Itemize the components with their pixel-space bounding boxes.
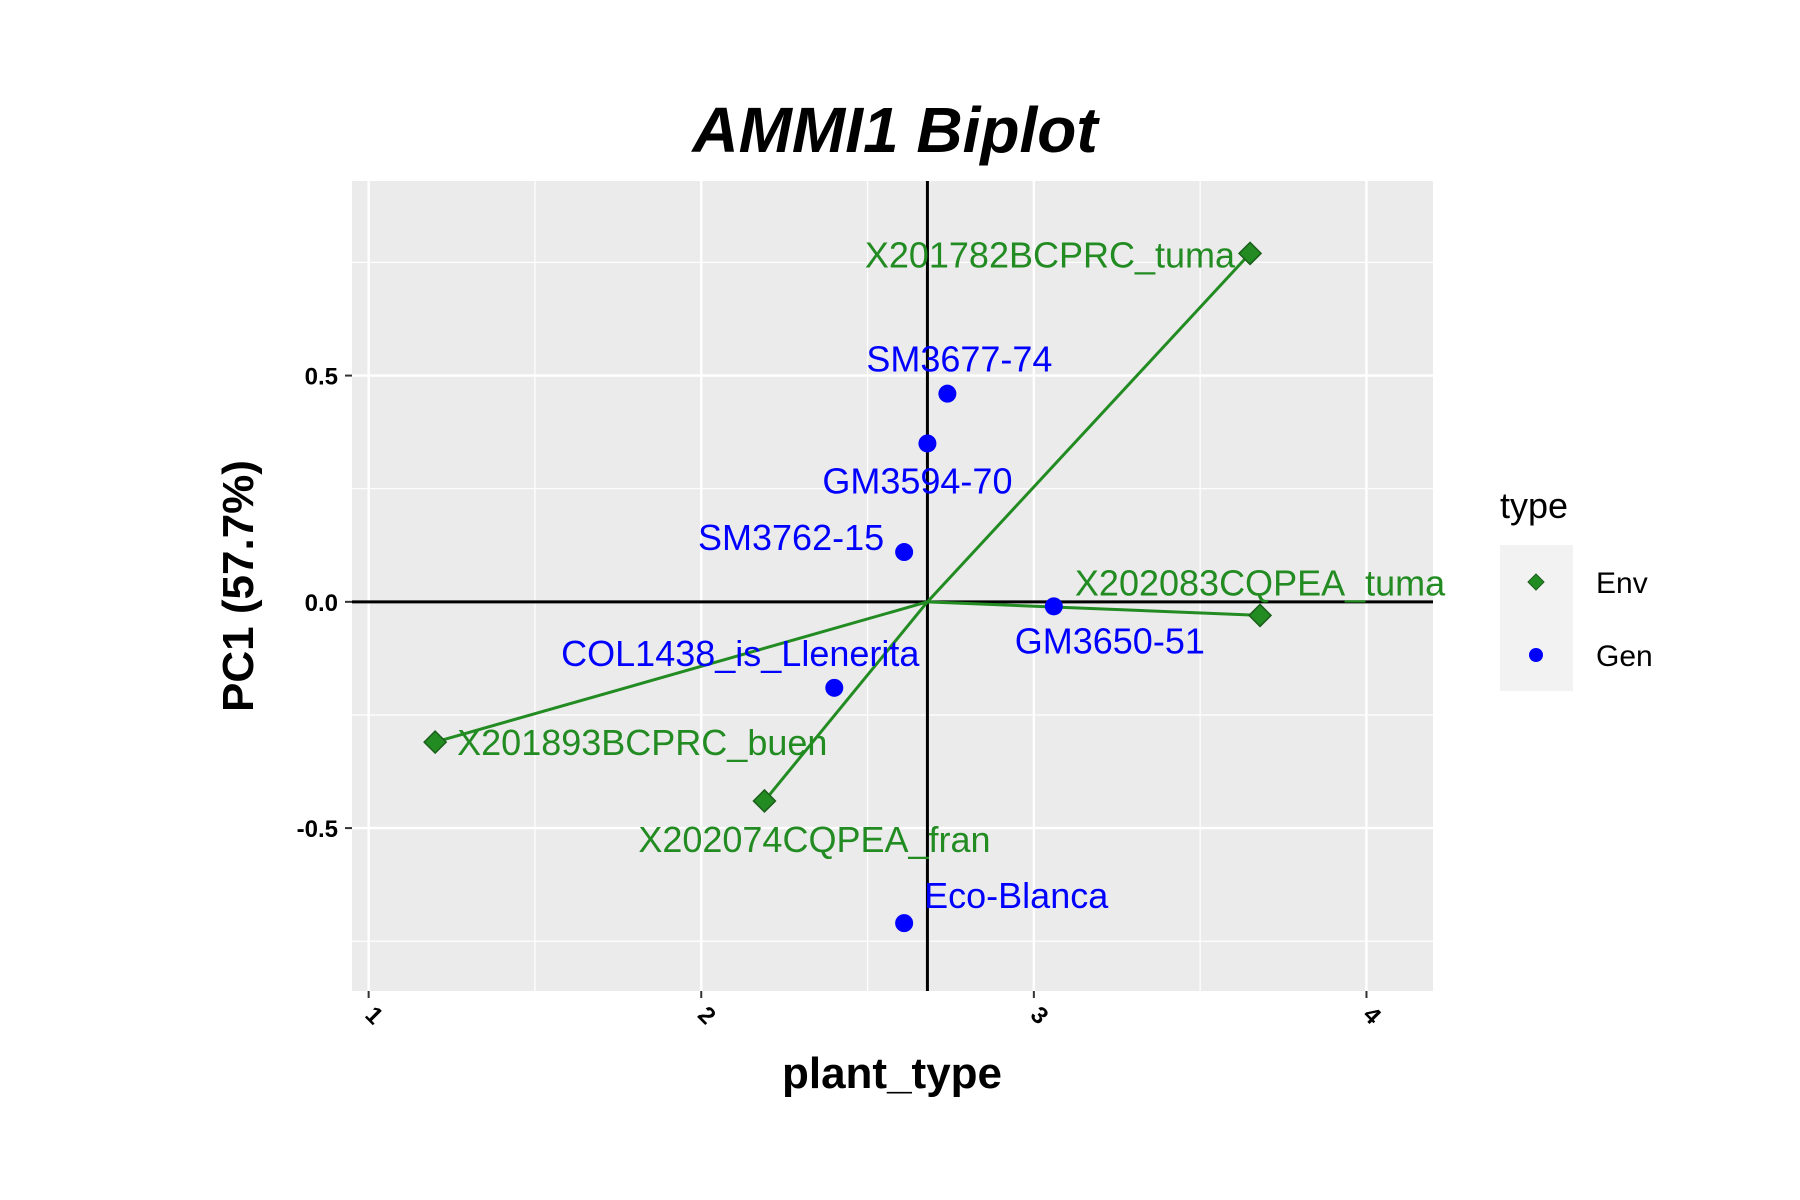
x-tick-label: 3 bbox=[1025, 1001, 1054, 1030]
x-tick-label: 2 bbox=[692, 1001, 721, 1030]
point-label: Eco-Blanca bbox=[924, 875, 1109, 916]
point-label: X201893BCPRC_buen bbox=[457, 722, 827, 763]
point-labels: X201782BCPRC_tuma X202083CQPEA_tuma X20189… bbox=[457, 234, 1446, 916]
env-point-marker bbox=[1238, 241, 1263, 266]
x-tick-label: 1 bbox=[360, 1001, 389, 1030]
plot-panel bbox=[352, 181, 1433, 991]
y-tick-label: 0.5 bbox=[305, 364, 338, 391]
legend: type Env Gen bbox=[1500, 485, 1653, 691]
legend-env-icon bbox=[1527, 573, 1545, 591]
legend-key-box bbox=[1500, 545, 1573, 691]
point-label: GM3594-70 bbox=[822, 460, 1012, 501]
y-axis-title: PC1 (57.7%) bbox=[214, 460, 263, 712]
gen-point-marker bbox=[918, 434, 937, 453]
env-vectors bbox=[434, 252, 1261, 802]
point-label: GM3650-51 bbox=[1015, 620, 1205, 661]
gen-point-marker bbox=[895, 914, 914, 933]
env-vector-line bbox=[926, 252, 1252, 603]
y-tick-label: 0.0 bbox=[305, 590, 338, 617]
x-axis-title: plant_type bbox=[782, 1049, 1002, 1098]
gen-point-marker bbox=[895, 543, 914, 562]
env-vector-line bbox=[763, 600, 929, 802]
legend-label: Env bbox=[1596, 567, 1648, 600]
legend-label: Gen bbox=[1596, 640, 1653, 673]
env-vector-line bbox=[927, 600, 1261, 617]
point-label: SM3677-74 bbox=[866, 339, 1052, 380]
x-tick-label: 4 bbox=[1358, 1001, 1387, 1030]
env-vector-line bbox=[434, 600, 928, 744]
point-label: SM3762-15 bbox=[698, 517, 884, 558]
gen-point-marker bbox=[1044, 597, 1063, 616]
grid-lines bbox=[352, 181, 1433, 991]
reference-lines bbox=[352, 181, 1433, 991]
point-label: X202083CQPEA_tuma bbox=[1075, 562, 1446, 603]
legend-gen-icon bbox=[1529, 648, 1543, 662]
data-points bbox=[423, 241, 1273, 933]
point-label: X202074CQPEA_fran bbox=[638, 819, 990, 860]
chart-title: AMMI1 Biplot bbox=[690, 94, 1100, 166]
y-tick-label: -0.5 bbox=[297, 816, 338, 843]
point-label: COL1438_is_Llenerita bbox=[561, 633, 920, 674]
point-label: X201782BCPRC_tuma bbox=[865, 234, 1236, 275]
gen-point-marker bbox=[825, 678, 844, 697]
env-point-marker bbox=[1247, 603, 1273, 628]
legend-title: type bbox=[1500, 485, 1568, 526]
env-point-marker bbox=[752, 788, 777, 814]
env-point-marker bbox=[423, 730, 448, 755]
gen-point-marker bbox=[938, 384, 957, 403]
